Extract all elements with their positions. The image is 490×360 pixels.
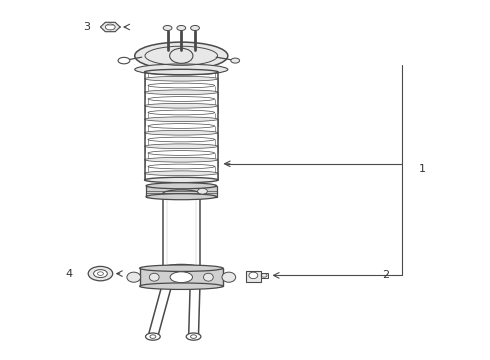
Bar	[140, 268, 223, 286]
Ellipse shape	[88, 266, 113, 281]
Ellipse shape	[249, 272, 258, 279]
Ellipse shape	[170, 48, 193, 63]
Bar	[163, 194, 200, 268]
Ellipse shape	[148, 69, 215, 75]
Ellipse shape	[145, 130, 218, 135]
Ellipse shape	[191, 26, 199, 31]
Ellipse shape	[163, 190, 200, 198]
Ellipse shape	[145, 103, 218, 108]
Ellipse shape	[145, 177, 218, 183]
Ellipse shape	[145, 90, 218, 95]
Bar	[246, 271, 261, 282]
Ellipse shape	[127, 272, 141, 282]
Polygon shape	[100, 22, 120, 32]
Ellipse shape	[148, 110, 215, 115]
Bar	[145, 72, 218, 180]
Ellipse shape	[148, 83, 215, 88]
Ellipse shape	[148, 96, 215, 102]
Ellipse shape	[140, 283, 223, 289]
Ellipse shape	[94, 270, 107, 278]
Ellipse shape	[135, 42, 228, 69]
Bar	[261, 273, 268, 278]
Ellipse shape	[170, 272, 193, 283]
Ellipse shape	[146, 183, 217, 189]
Ellipse shape	[145, 69, 218, 75]
Ellipse shape	[145, 144, 218, 149]
Ellipse shape	[149, 273, 159, 281]
Ellipse shape	[145, 76, 218, 81]
Ellipse shape	[148, 137, 215, 142]
Ellipse shape	[148, 123, 215, 129]
Text: 2: 2	[382, 270, 390, 280]
Ellipse shape	[222, 272, 236, 282]
Ellipse shape	[146, 333, 160, 340]
Ellipse shape	[148, 164, 215, 169]
Text: 1: 1	[419, 164, 426, 174]
Ellipse shape	[140, 265, 223, 271]
Ellipse shape	[145, 157, 218, 162]
Ellipse shape	[145, 171, 218, 176]
Ellipse shape	[177, 26, 186, 31]
Ellipse shape	[148, 150, 215, 156]
Ellipse shape	[186, 333, 201, 340]
Ellipse shape	[163, 264, 200, 272]
Ellipse shape	[163, 26, 172, 31]
Ellipse shape	[105, 24, 115, 30]
Ellipse shape	[118, 57, 130, 64]
Ellipse shape	[145, 117, 218, 122]
Ellipse shape	[231, 58, 240, 63]
Ellipse shape	[146, 194, 217, 200]
Text: 4: 4	[65, 269, 73, 279]
Bar	[146, 186, 217, 197]
Text: 3: 3	[84, 22, 91, 32]
Ellipse shape	[197, 188, 207, 194]
Ellipse shape	[135, 64, 228, 75]
Ellipse shape	[203, 273, 213, 281]
